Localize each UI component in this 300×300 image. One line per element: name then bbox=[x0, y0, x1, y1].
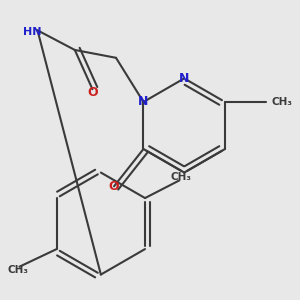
Text: N: N bbox=[138, 95, 148, 108]
Text: HN: HN bbox=[23, 27, 41, 37]
Text: CH₃: CH₃ bbox=[170, 172, 191, 182]
Text: O: O bbox=[87, 85, 98, 99]
Text: CH₃: CH₃ bbox=[272, 97, 292, 107]
Text: O: O bbox=[109, 180, 119, 193]
Text: N: N bbox=[179, 72, 189, 85]
Text: CH₃: CH₃ bbox=[8, 265, 29, 275]
